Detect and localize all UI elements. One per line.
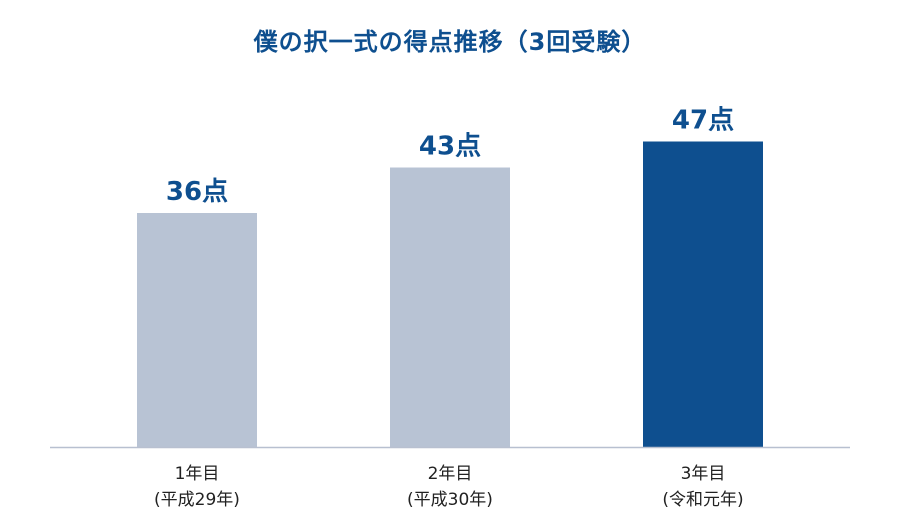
bar-1 [137,213,257,447]
bar-3 [643,141,763,447]
chart-title: 僕の択一式の得点推移（3回受験） [253,28,647,56]
data-label-3: 47点 [672,105,734,136]
x-tick-label-3: 3年目 [681,464,726,484]
x-tick-label-1: 1年目 [175,464,220,484]
x-tick-sublabel-3: (令和元年) [662,490,743,510]
x-tick-label-2: 2年目 [428,464,473,484]
data-label-2: 43点 [419,131,481,162]
data-label-1: 36点 [166,176,228,207]
bar-2 [390,167,510,447]
x-tick-sublabel-2: (平成30年) [407,490,493,510]
x-tick-sublabel-1: (平成29年) [154,490,240,510]
